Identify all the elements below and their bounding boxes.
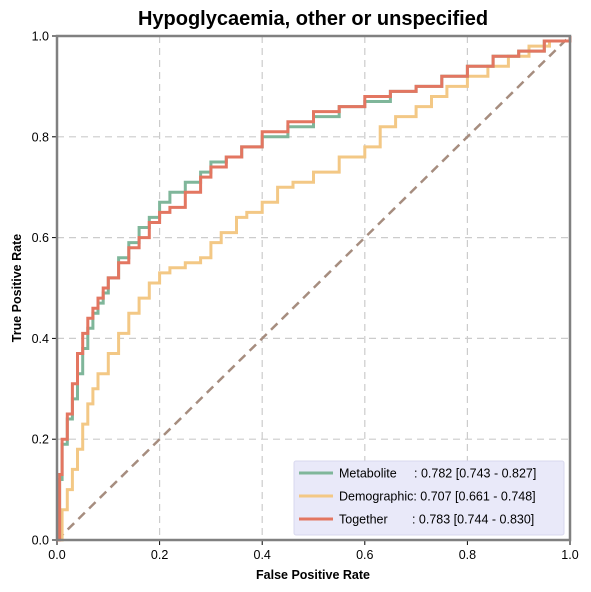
legend-label-demographic: Demographic: 0.707 [0.661 - 0.748] — [339, 490, 536, 504]
plot-frame — [55, 34, 572, 542]
roc-line-demographic — [57, 36, 572, 542]
y-tick-label: 0.6 — [32, 231, 49, 245]
y-axis-label: True Positive Rate — [10, 234, 24, 342]
legend-label-metabolite: Metabolite : 0.782 [0.743 - 0.827] — [339, 467, 536, 481]
y-tick-label: 0.4 — [32, 332, 49, 346]
x-tick-label: 0.4 — [254, 548, 271, 562]
roc-line-together — [57, 36, 572, 542]
series-layer — [57, 36, 572, 542]
x-axis-label: False Positive Rate — [256, 568, 370, 582]
x-tick-label: 1.0 — [561, 548, 578, 562]
x-tick-label: 0.6 — [356, 548, 373, 562]
x-tick-label: 0.0 — [48, 548, 65, 562]
ticks: 0.0 0.2 0.4 0.6 0.8 1.0 0.0 0.2 0.4 0.6 0.8 1.0 — [32, 30, 579, 563]
x-tick-label: 0.8 — [459, 548, 476, 562]
x-tick-label: 0.2 — [151, 548, 168, 562]
y-tick-label: 0.0 — [32, 534, 49, 548]
y-tick-label: 1.0 — [32, 30, 49, 44]
y-tick-label: 0.2 — [32, 433, 49, 447]
legend-label-together: Together : 0.783 [0.744 - 0.830] — [339, 513, 534, 527]
legend: Metabolite : 0.782 [0.743 - 0.827] Demogr… — [293, 460, 565, 536]
legend-box — [293, 460, 565, 536]
y-tick-label: 0.8 — [32, 130, 49, 144]
chart-title: Hypoglycaemia, other or unspecified — [138, 8, 488, 30]
